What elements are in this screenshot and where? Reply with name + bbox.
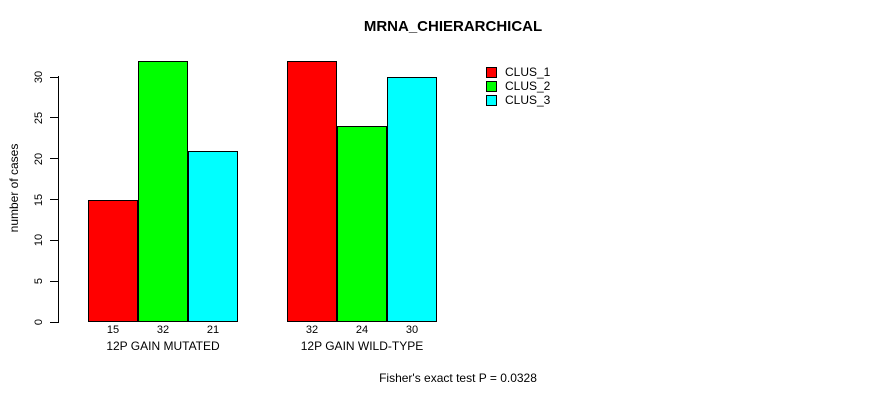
bar-value-label: 15 bbox=[106, 324, 120, 336]
legend-label: CLUS_1 bbox=[505, 65, 551, 79]
bar-clus_3-group-1 bbox=[387, 77, 437, 322]
legend-label: CLUS_2 bbox=[505, 79, 551, 93]
y-axis-tick-label: 15 bbox=[33, 193, 45, 206]
y-axis-tick bbox=[50, 321, 59, 323]
y-axis-title: number of cases bbox=[7, 143, 21, 233]
y-axis-tick bbox=[50, 280, 59, 282]
bar-value-label: 24 bbox=[355, 324, 369, 336]
x-group-label: 12P GAIN WILD-TYPE bbox=[300, 339, 424, 353]
y-axis-tick-label: 30 bbox=[33, 70, 45, 84]
y-axis-tick-label: 0 bbox=[33, 318, 45, 326]
bar-value-label: 32 bbox=[305, 324, 319, 336]
legend-item: CLUS_2 bbox=[486, 79, 550, 93]
bar-value-label: 21 bbox=[206, 324, 220, 336]
legend-item: CLUS_3 bbox=[486, 93, 550, 107]
legend-swatch bbox=[486, 66, 497, 78]
y-axis-tick-label: 5 bbox=[33, 278, 45, 285]
y-axis-tick-label: 20 bbox=[33, 152, 45, 165]
legend-swatch bbox=[486, 94, 497, 106]
bar-clus_1-group-1 bbox=[287, 60, 337, 322]
bar-clus_1-group-0 bbox=[88, 199, 138, 322]
bar-value-label: 30 bbox=[405, 324, 419, 336]
bar-clus_2-group-1 bbox=[337, 126, 387, 322]
y-axis-tick-label: 10 bbox=[33, 234, 45, 247]
legend: CLUS_1 CLUS_2 CLUS_3 bbox=[486, 65, 550, 107]
fisher-test-note: Fisher's exact test P = 0.0328 bbox=[379, 371, 537, 385]
y-axis-tick bbox=[50, 158, 59, 160]
y-axis-tick bbox=[50, 76, 59, 78]
x-group-label: 12P GAIN MUTATED bbox=[106, 339, 220, 353]
legend-item: CLUS_1 bbox=[486, 65, 550, 79]
legend-label: CLUS_3 bbox=[505, 93, 551, 107]
bar-value-label: 32 bbox=[156, 324, 170, 336]
y-axis-tick-label: 25 bbox=[33, 111, 45, 124]
legend-swatch bbox=[486, 80, 497, 92]
y-axis-tick bbox=[50, 117, 59, 119]
bar-clus_3-group-0 bbox=[188, 150, 238, 322]
bar-clus_2-group-0 bbox=[138, 60, 188, 322]
chart-title: MRNA_CHIERARCHICAL bbox=[363, 18, 543, 35]
y-axis-tick bbox=[50, 239, 59, 241]
y-axis-tick bbox=[50, 199, 59, 200]
